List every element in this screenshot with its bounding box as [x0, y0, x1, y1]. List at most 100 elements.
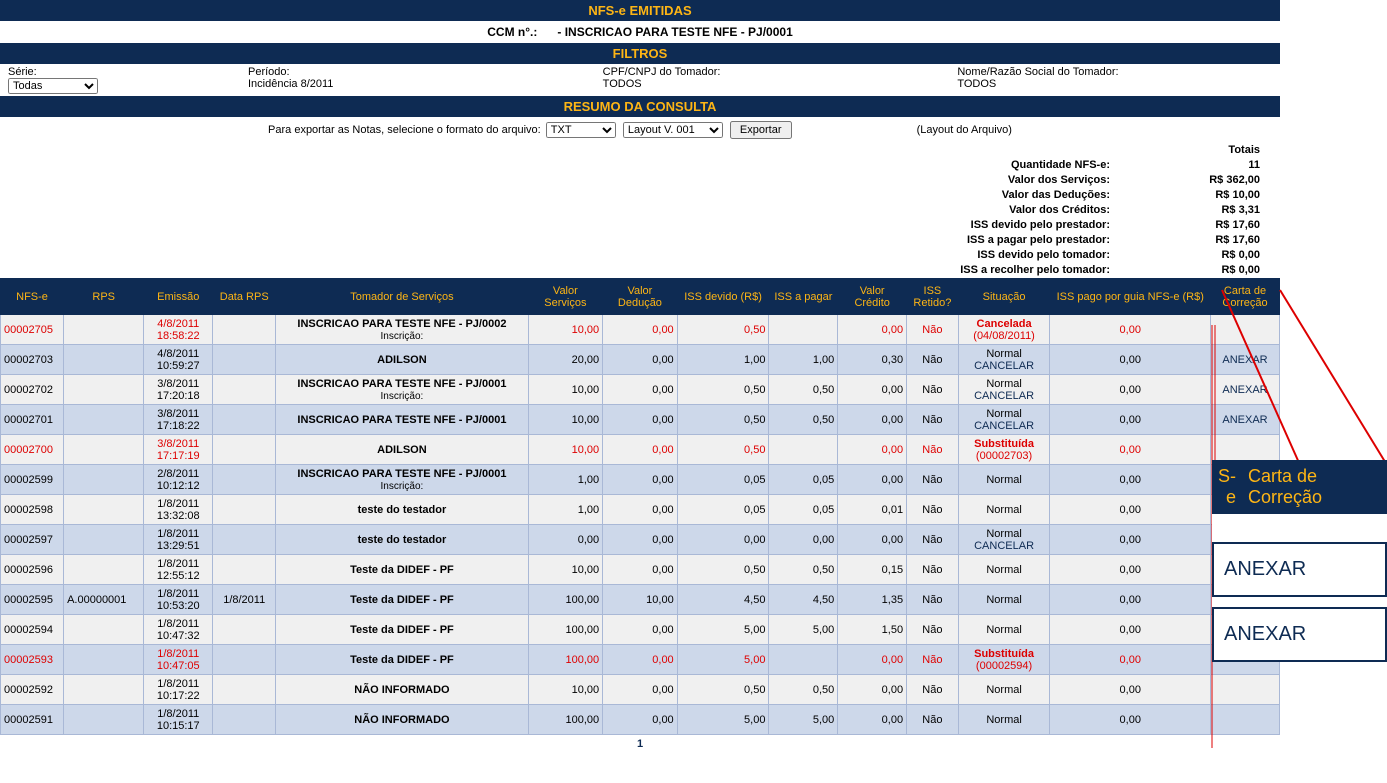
- table-row: 000025971/8/201113:29:51teste do testado…: [1, 525, 1280, 555]
- cell-valor-servicos: 10,00: [528, 375, 603, 405]
- cell-valor-credito: 0,00: [838, 375, 907, 405]
- cell-carta[interactable]: ANEXAR: [1211, 345, 1280, 375]
- cell-iss-devido: 0,50: [677, 375, 769, 405]
- cell-tomador: teste do testador: [276, 525, 528, 555]
- cell-nfse[interactable]: 00002597: [1, 525, 64, 555]
- cell-tomador: INSCRICAO PARA TESTE NFE - PJ/0002Inscri…: [276, 315, 528, 345]
- cell-valor-credito: 1,50: [838, 615, 907, 645]
- cell-iss-guia: 0,00: [1050, 375, 1211, 405]
- cell-iss-retido: Não: [907, 675, 959, 705]
- nome-label: Nome/Razão Social do Tomador:: [957, 66, 1272, 78]
- cell-iss-devido: 5,00: [677, 615, 769, 645]
- totals-label: ISS a recolher pelo tomador:: [960, 263, 1110, 278]
- cell-situacao: Substituída(00002703): [958, 435, 1050, 465]
- totals-value: R$ 0,00: [1170, 248, 1260, 263]
- cell-situacao: Cancelada(04/08/2011): [958, 315, 1050, 345]
- cell-datarps: 1/8/2011: [213, 585, 276, 615]
- totals-value: R$ 362,00: [1170, 173, 1260, 188]
- cell-valor-deducao: 0,00: [603, 645, 678, 675]
- totals-value: R$ 17,60: [1170, 218, 1260, 233]
- cell-valor-servicos: 0,00: [528, 525, 603, 555]
- cell-valor-deducao: 0,00: [603, 315, 678, 345]
- cell-iss-retido: Não: [907, 495, 959, 525]
- cancelar-link[interactable]: CANCELAR: [974, 420, 1034, 432]
- totals-heading: Totais: [1170, 143, 1260, 158]
- ccm-label: CCM n°.:: [487, 25, 537, 39]
- col-header: Valor Crédito: [838, 279, 907, 315]
- cell-nfse[interactable]: 00002592: [1, 675, 64, 705]
- totals-value: 11: [1170, 158, 1260, 173]
- results-table: NFS-eRPSEmissãoData RPSTomador de Serviç…: [0, 278, 1280, 735]
- cell-nfse[interactable]: 00002599: [1, 465, 64, 495]
- cell-valor-credito: 0,00: [838, 435, 907, 465]
- cell-iss-pagar: 5,00: [769, 615, 838, 645]
- col-header: Emissão: [144, 279, 213, 315]
- cancelar-link[interactable]: CANCELAR: [974, 360, 1034, 372]
- cell-nfse[interactable]: 00002703: [1, 345, 64, 375]
- cell-iss-guia: 0,00: [1050, 555, 1211, 585]
- cell-iss-pagar: 0,05: [769, 465, 838, 495]
- callout-anexar-2[interactable]: ANEXAR: [1212, 607, 1387, 662]
- cell-datarps: [213, 315, 276, 345]
- col-header: Valor Dedução: [603, 279, 678, 315]
- cell-carta[interactable]: ANEXAR: [1211, 405, 1280, 435]
- cell-nfse[interactable]: 00002591: [1, 705, 64, 735]
- resumo-title: RESUMO DA CONSULTA: [564, 99, 717, 114]
- cell-datarps: [213, 405, 276, 435]
- cell-tomador: ADILSON: [276, 435, 528, 465]
- cell-nfse[interactable]: 00002594: [1, 615, 64, 645]
- cell-tomador: Teste da DIDEF - PF: [276, 615, 528, 645]
- filtros-title-bar: FILTROS: [0, 43, 1280, 64]
- export-format-select[interactable]: TXT: [546, 122, 616, 138]
- cell-valor-servicos: 20,00: [528, 345, 603, 375]
- cell-tomador: teste do testador: [276, 495, 528, 525]
- cell-iss-pagar: 0,05: [769, 495, 838, 525]
- cell-iss-pagar: 0,50: [769, 375, 838, 405]
- serie-select[interactable]: Todas: [8, 78, 98, 94]
- nome-value: TODOS: [957, 78, 1272, 90]
- cell-nfse[interactable]: 00002595: [1, 585, 64, 615]
- totals-value: R$ 10,00: [1170, 188, 1260, 203]
- cancelar-link[interactable]: CANCELAR: [974, 390, 1034, 402]
- cell-datarps: [213, 435, 276, 465]
- cell-iss-devido: 5,00: [677, 645, 769, 675]
- cell-rps: [64, 465, 144, 495]
- totals-label: ISS devido pelo tomador:: [960, 248, 1110, 263]
- ccm-value: - INSCRICAO PARA TESTE NFE - PJ/0001: [557, 25, 792, 39]
- pager[interactable]: 1: [0, 735, 1280, 753]
- cell-nfse[interactable]: 00002702: [1, 375, 64, 405]
- cell-situacao: Normal: [958, 555, 1050, 585]
- cell-iss-devido: 0,50: [677, 405, 769, 435]
- cell-rps: [64, 405, 144, 435]
- cell-rps: [64, 615, 144, 645]
- cell-nfse[interactable]: 00002701: [1, 405, 64, 435]
- cell-iss-pagar: 5,00: [769, 705, 838, 735]
- totals-value: R$ 0,00: [1170, 263, 1260, 278]
- cell-emissao: 1/8/201110:47:32: [144, 615, 213, 645]
- cell-iss-guia: 0,00: [1050, 465, 1211, 495]
- cell-nfse[interactable]: 00002596: [1, 555, 64, 585]
- callout-anexar-1[interactable]: ANEXAR: [1212, 542, 1387, 597]
- cell-carta[interactable]: ANEXAR: [1211, 375, 1280, 405]
- table-row: 000025931/8/201110:47:05Teste da DIDEF -…: [1, 645, 1280, 675]
- cell-rps: [64, 675, 144, 705]
- cell-rps: [64, 375, 144, 405]
- cell-iss-pagar: [769, 315, 838, 345]
- cell-nfse[interactable]: 00002700: [1, 435, 64, 465]
- cell-emissao: 3/8/201117:18:22: [144, 405, 213, 435]
- cell-valor-deducao: 0,00: [603, 555, 678, 585]
- cell-nfse[interactable]: 00002593: [1, 645, 64, 675]
- cell-valor-servicos: 10,00: [528, 555, 603, 585]
- cell-valor-credito: 0,30: [838, 345, 907, 375]
- export-prompt: Para exportar as Notas, selecione o form…: [268, 124, 541, 136]
- cell-datarps: [213, 615, 276, 645]
- cell-emissao: 2/8/201110:12:12: [144, 465, 213, 495]
- cancelar-link[interactable]: CANCELAR: [974, 540, 1034, 552]
- export-button[interactable]: Exportar: [730, 121, 792, 139]
- cpf-label: CPF/CNPJ do Tomador:: [603, 66, 918, 78]
- table-row: 000027023/8/201117:20:18INSCRICAO PARA T…: [1, 375, 1280, 405]
- totals-label: Quantidade NFS-e:: [960, 158, 1110, 173]
- cell-nfse[interactable]: 00002705: [1, 315, 64, 345]
- cell-nfse[interactable]: 00002598: [1, 495, 64, 525]
- export-layout-select[interactable]: Layout V. 001: [623, 122, 723, 138]
